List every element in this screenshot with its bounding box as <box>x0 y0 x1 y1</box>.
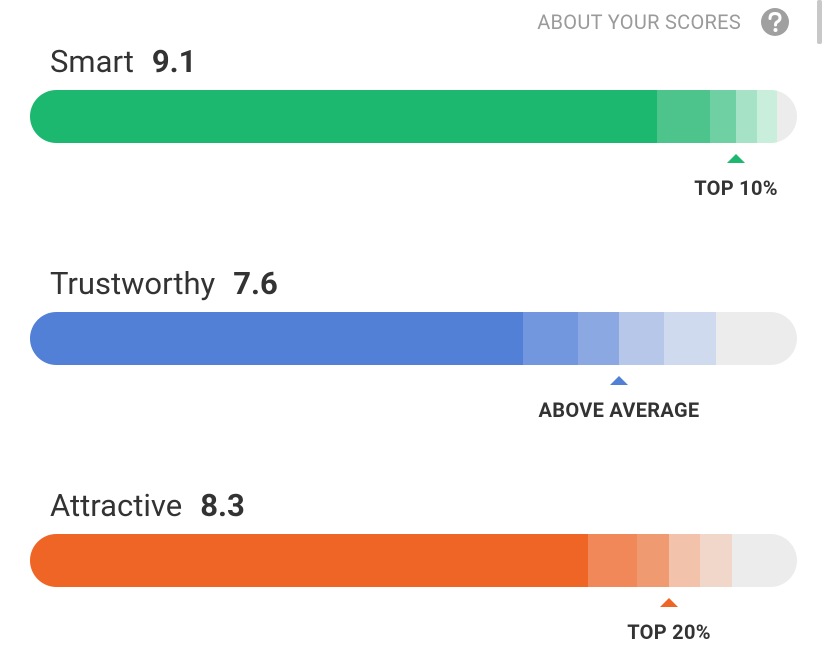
score-value: 7.6 <box>233 265 278 302</box>
score-bar <box>30 312 797 365</box>
score-bar <box>30 534 797 587</box>
score-label: Smart <box>50 43 134 80</box>
score-title: Smart 9.1 <box>50 43 196 80</box>
score-bar <box>30 90 797 143</box>
marker <box>660 598 678 607</box>
scrollbar <box>817 0 822 44</box>
score-value: 9.1 <box>151 43 197 80</box>
marker <box>610 376 628 385</box>
help-icon[interactable] <box>760 7 790 37</box>
marker <box>727 154 745 163</box>
score-title: Attractive 8.3 <box>50 487 245 524</box>
score-label: Trustworthy <box>50 265 216 302</box>
score-title: Trustworthy 7.6 <box>50 265 278 302</box>
rank-label: TOP 10% <box>694 176 778 200</box>
rank-label: ABOVE AVERAGE <box>538 398 700 422</box>
score-value: 8.3 <box>200 487 245 524</box>
score-label: Attractive <box>50 487 183 524</box>
rank-label: TOP 20% <box>627 620 711 644</box>
about-link[interactable]: ABOUT YOUR SCORES <box>537 10 741 34</box>
